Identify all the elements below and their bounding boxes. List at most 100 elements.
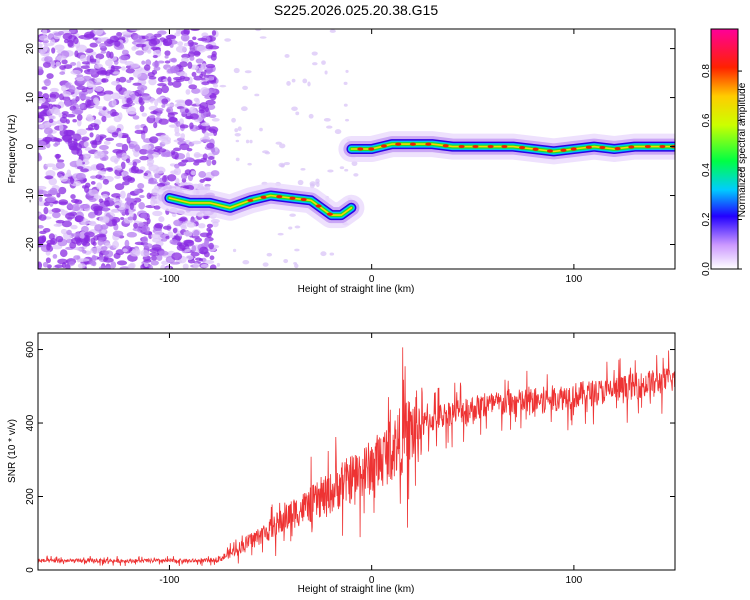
noise-blob [321, 60, 326, 65]
noise-blob [147, 71, 155, 78]
noise-blob [42, 29, 48, 36]
noise-blob [153, 205, 161, 210]
noise-blob [247, 162, 252, 166]
noise-blob [93, 97, 100, 105]
y-tick-label: 400 [25, 414, 36, 431]
noise-blob [167, 81, 174, 86]
noise-blob [114, 175, 121, 179]
noise-blob [120, 161, 126, 170]
noise-blob [254, 29, 262, 32]
noise-blob [156, 182, 166, 187]
noise-blob [279, 143, 286, 149]
noise-blob [98, 266, 106, 269]
noise-blob [176, 29, 181, 35]
noise-blob [189, 55, 195, 61]
noise-blob [130, 63, 140, 68]
noise-blob [132, 70, 142, 78]
noise-blob [143, 266, 150, 269]
noise-blob [89, 260, 96, 266]
noise-blob [62, 91, 72, 98]
noise-blob [179, 124, 189, 129]
ridge-peak [560, 148, 567, 152]
noise-blob [55, 61, 61, 67]
noise-blob [133, 222, 138, 229]
noise-blob [106, 167, 114, 172]
noise-blob [38, 196, 43, 202]
noise-blob [95, 174, 103, 179]
noise-blob [149, 136, 159, 144]
noise-blob [114, 40, 121, 47]
noise-blob [200, 71, 207, 76]
noise-blob [311, 51, 318, 56]
noise-blob [94, 86, 104, 92]
noise-blob [65, 263, 71, 269]
noise-blob [80, 168, 89, 173]
noise-blob [175, 177, 180, 185]
noise-blob [139, 148, 148, 155]
noise-blob [175, 45, 187, 53]
noise-blob [148, 76, 157, 80]
noise-blob [106, 126, 117, 133]
noise-blob [177, 182, 186, 186]
noise-blob [208, 242, 214, 250]
noise-blob [200, 63, 208, 71]
noise-blob [182, 263, 189, 269]
noise-blob [53, 107, 61, 116]
noise-blob [70, 233, 81, 238]
noise-blob [231, 117, 236, 123]
noise-blob [72, 119, 77, 123]
noise-blob [180, 133, 186, 139]
noise-blob [343, 103, 348, 107]
noise-blob [343, 81, 348, 86]
noise-blob [174, 132, 181, 137]
noise-blob [111, 99, 117, 107]
noise-blob [329, 252, 335, 256]
noise-blob [70, 194, 76, 200]
noise-blob [192, 36, 197, 41]
noise-blob [155, 107, 164, 112]
noise-blob [49, 38, 56, 46]
noise-blob [103, 257, 114, 263]
noise-blob [193, 75, 203, 81]
ridge-peak [247, 198, 254, 203]
noise-blob [345, 69, 349, 73]
noise-blob [59, 71, 66, 75]
noise-blob [300, 168, 306, 171]
noise-blob [126, 192, 131, 201]
noise-blob [80, 65, 91, 69]
noise-blob [234, 128, 239, 133]
noise-blob [329, 29, 336, 33]
noise-blob [237, 126, 242, 132]
noise-blob [140, 80, 147, 85]
noise-blob [79, 204, 90, 209]
noise-blob [88, 221, 93, 225]
noise-blob [173, 147, 181, 152]
noise-blob [94, 155, 101, 159]
noise-blob [147, 181, 159, 185]
noise-blob [102, 178, 109, 185]
noise-blob [101, 78, 107, 83]
noise-blob [130, 93, 136, 101]
noise-blob [76, 61, 81, 69]
noise-blob [43, 193, 53, 197]
noise-blob [138, 201, 146, 210]
noise-blob [129, 76, 134, 81]
colorbar-tick-label: 0.2 [701, 212, 712, 226]
ridge-peak [458, 144, 465, 149]
x-tick-label: 100 [566, 274, 583, 285]
noise-blob [59, 249, 68, 258]
noise-blob [50, 237, 58, 246]
noise-blob [198, 109, 205, 114]
noise-blob [64, 82, 72, 88]
ridge-peak [442, 144, 449, 148]
noise-blob [146, 217, 151, 225]
noise-blob [126, 79, 132, 84]
noise-blob [70, 62, 77, 66]
noise-blob [39, 230, 47, 235]
noise-blob [94, 209, 103, 216]
colorbar-label: Normalized spectral amplitude [737, 82, 748, 217]
noise-blob [209, 255, 215, 261]
noise-blob [121, 152, 128, 160]
ridge-peak [289, 196, 296, 200]
noise-blob [179, 61, 188, 68]
